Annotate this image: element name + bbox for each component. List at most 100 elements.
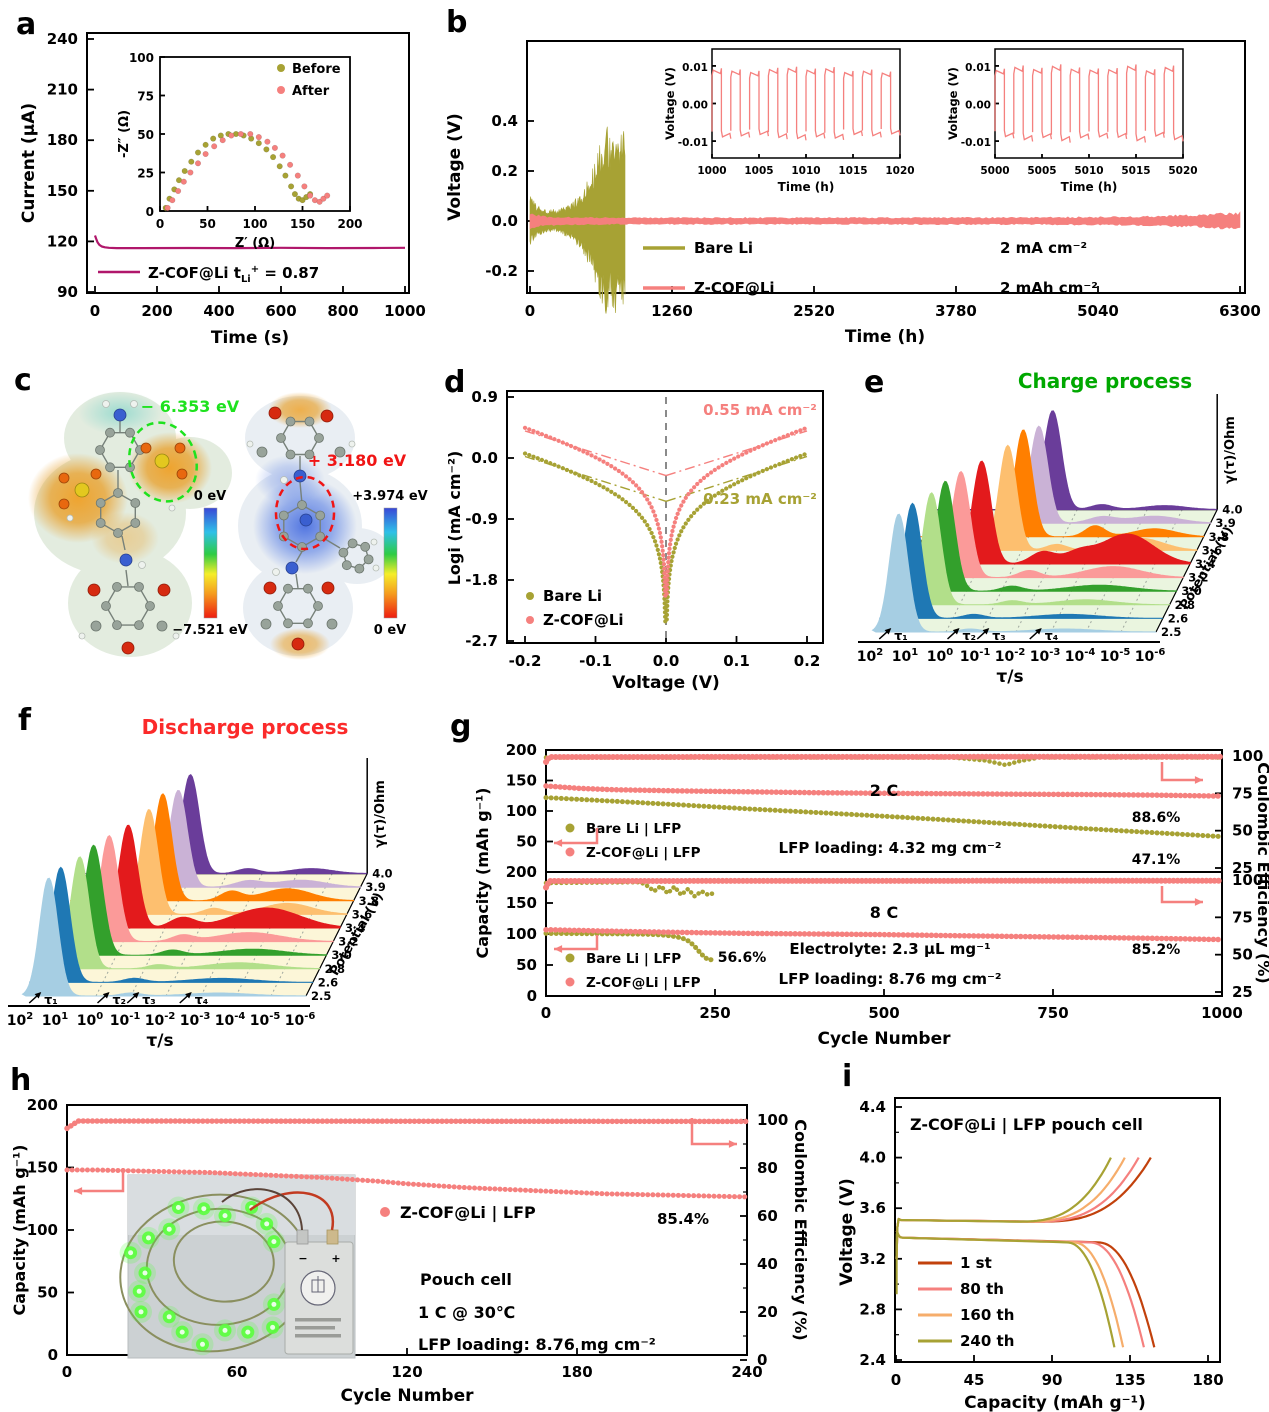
svg-text:45: 45 (964, 1371, 985, 1389)
chart-f-drt-discharge: 4.03.93.83.63.43.23.02.82.62.5 102 101 100 1… (7, 715, 393, 1051)
svg-text:0.4: 0.4 (491, 112, 518, 130)
svg-text:-0.2: -0.2 (509, 652, 542, 670)
svg-text:10-1: 10-1 (110, 1011, 141, 1029)
c-right-annotation: + 3.180 eV (308, 451, 407, 470)
a-inset-xlabel: Z′ (Ω) (235, 236, 275, 251)
svg-text:1000: 1000 (384, 302, 426, 320)
svg-text:200: 200 (506, 741, 537, 759)
svg-text:50: 50 (199, 217, 216, 231)
svg-text:150: 150 (27, 1159, 58, 1177)
svg-text:0.1: 0.1 (723, 652, 750, 670)
e-taumark-2: τ₃ (992, 628, 1005, 643)
svg-text:3.6: 3.6 (859, 1199, 886, 1217)
svg-text:10-5: 10-5 (250, 1011, 281, 1029)
svg-text:0.00: 0.00 (965, 100, 991, 112)
svg-text:0.0: 0.0 (491, 212, 518, 230)
e-potential-4.0: 4.0 (1222, 503, 1242, 517)
svg-text:102: 102 (7, 1011, 33, 1029)
f-potential-3.9: 3.9 (365, 880, 385, 894)
b-legend-value-0: 2 mA cm⁻² (1000, 239, 1087, 257)
f-taumark-1: τ₂ (113, 992, 126, 1007)
f-zlabel: γ(τ)/Ohm (373, 780, 388, 848)
svg-text:100: 100 (1232, 747, 1263, 765)
svg-text:100: 100 (757, 1111, 788, 1129)
a-inset-legend-after: After (292, 84, 330, 99)
svg-text:10-3: 10-3 (180, 1011, 211, 1029)
svg-text:-0.01: -0.01 (678, 137, 708, 149)
f-potential-2.6: 2.6 (318, 975, 338, 989)
svg-text:5010: 5010 (1074, 165, 1103, 177)
svg-text:-0.1: -0.1 (579, 652, 612, 670)
svg-text:4.0: 4.0 (859, 1149, 886, 1167)
a-xlabel: Time (s) (211, 328, 289, 348)
svg-text:3.2: 3.2 (859, 1250, 886, 1268)
svg-text:0: 0 (757, 1351, 767, 1369)
svg-text:0.01: 0.01 (682, 62, 708, 74)
svg-text:0.2: 0.2 (794, 652, 821, 670)
svg-text:75: 75 (1232, 908, 1253, 926)
svg-text:0: 0 (541, 1004, 551, 1022)
svg-text:-0.01: -0.01 (961, 137, 991, 149)
h-legend: Z-COF@Li | LFP (400, 1203, 536, 1223)
chart-h-pouch-cell-cycling: 0 60 120 180 240050100150200020406080100Cycl… (10, 1096, 810, 1406)
svg-text:200: 200 (27, 1096, 58, 1114)
svg-text:-0.9: -0.9 (465, 510, 498, 528)
svg-text:200: 200 (337, 217, 362, 231)
b-xlabel: Time (h) (845, 327, 925, 347)
svg-text:-0.2: -0.2 (485, 262, 518, 280)
chart-e-drt-charge: 4.03.93.83.63.43.23.02.82.62.5 102 101 100 1… (857, 369, 1243, 687)
svg-text:150: 150 (506, 894, 537, 912)
panel-letter-a: a (16, 7, 37, 42)
svg-text:75: 75 (137, 90, 154, 104)
chart-d-tafel-plot: -0.2 -0.1 0.0 0.1 0.2 0.9 0.0 -0.9 -1.8 -2.7 Volta… (445, 388, 824, 693)
f-potential-3.6: 3.6 (352, 907, 372, 921)
svg-text:240: 240 (47, 30, 78, 48)
svg-text:20: 20 (757, 1303, 778, 1321)
f-potential-3.2: 3.2 (338, 935, 358, 949)
c-left-bar-top: 0 eV (194, 489, 226, 504)
svg-text:50: 50 (37, 1284, 58, 1302)
h-text-pouch: Pouch cell (420, 1270, 512, 1289)
b-legend-0: Bare Li (694, 239, 753, 257)
svg-text:100: 100 (77, 1011, 103, 1029)
svg-text:150: 150 (506, 772, 537, 790)
h-retention: 85.4% (657, 1210, 709, 1228)
svg-text:0.01: 0.01 (965, 62, 991, 74)
svg-text:200: 200 (506, 863, 537, 881)
c-left-annotation: − 6.353 eV (141, 397, 240, 416)
f-potential-4.0: 4.0 (372, 867, 392, 881)
svg-text:10-3: 10-3 (1030, 647, 1061, 665)
svg-text:600: 600 (265, 302, 296, 320)
svg-text:50: 50 (1232, 946, 1253, 964)
svg-text:100: 100 (1232, 871, 1263, 889)
e-zlabel: γ(τ)/Ohm (1223, 416, 1238, 484)
g-retention-olive-1: 56.6% (718, 950, 767, 966)
svg-text:80: 80 (757, 1159, 778, 1177)
e-potential-2.5: 2.5 (1161, 625, 1181, 639)
svg-text:100: 100 (129, 51, 154, 65)
svg-text:0: 0 (146, 205, 154, 219)
h-text-rate: 1 C @ 30℃ (418, 1303, 515, 1322)
g-retention-pink-1: 85.2% (1132, 942, 1181, 958)
svg-text:10-2: 10-2 (145, 1011, 176, 1029)
svg-text:3780: 3780 (935, 302, 977, 320)
b-legend-value-1: 2 mAh cm⁻² (1000, 279, 1098, 297)
svg-text:0.00: 0.00 (682, 100, 708, 112)
svg-text:1005: 1005 (744, 165, 773, 177)
svg-text:10-2: 10-2 (995, 647, 1026, 665)
f-potential-3.4: 3.4 (345, 921, 365, 935)
g-electrolyte: Electrolyte: 2.3 µL mg⁻¹ (789, 940, 990, 958)
h-ylabel-right: Coulombic Efficiency (%) (791, 1119, 810, 1340)
g-retention-olive-0: 47.1% (1132, 852, 1181, 868)
b-inset0-ylabel: Voltage (V) (663, 67, 677, 140)
svg-text:25: 25 (1232, 859, 1253, 877)
svg-text:5040: 5040 (1077, 302, 1119, 320)
svg-text:50: 50 (516, 956, 537, 974)
i-legend-3: 240 th (960, 1332, 1014, 1350)
f-taumark-0: τ₁ (44, 992, 57, 1007)
c-red-dashed-ellipse (274, 475, 336, 551)
svg-text:−: − (298, 1252, 307, 1265)
svg-text:10-6: 10-6 (285, 1011, 316, 1029)
c-right-bar-top: +3.974 eV (352, 489, 427, 504)
